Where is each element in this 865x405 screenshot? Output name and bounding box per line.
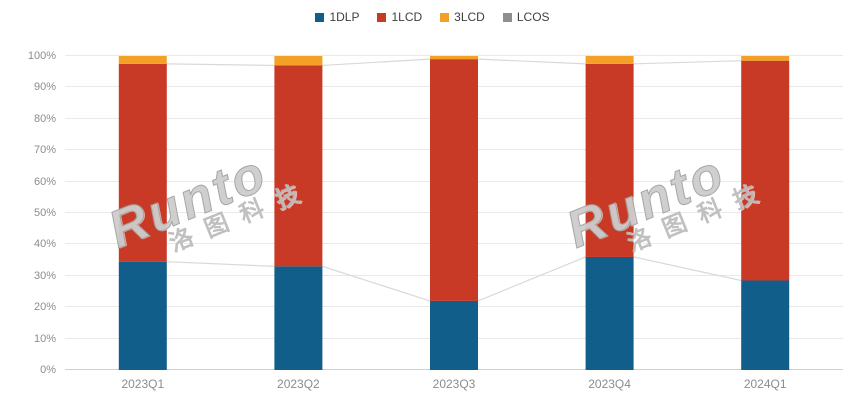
x-label-2023q1: 2023Q1 (121, 377, 165, 391)
bar-segment-3lcd-2023Q4 (585, 56, 634, 64)
y-tick-60%: 60% (33, 175, 56, 188)
x-label-2023q4: 2023Q4 (588, 377, 631, 391)
bar-segment-1lcd-2023Q2 (274, 65, 323, 267)
bar-segment-1dlp-2023Q3 (430, 300, 478, 370)
y-tick-100%: 100% (27, 50, 56, 62)
bar-segment-3lcd-2023Q1 (118, 56, 167, 64)
legend-label-lcos: LCOS (516, 10, 550, 24)
bar-segment-1lcd-2024Q1 (741, 60, 790, 281)
legend-item-lcos: LCOS (502, 10, 550, 24)
bar-segment-1dlp-2023Q1 (118, 261, 167, 370)
series-connector-line (633, 256, 742, 282)
series-connector-line (166, 63, 275, 67)
bar-segment-3lcd-2024Q1 (741, 56, 790, 61)
y-axis-tick-labels: 0% 10% 20% 30% 40% 50% 60% 70% 80% 90% 100% (0, 50, 56, 376)
legend-item-3lcd: 3LCD (440, 10, 485, 24)
legend-swatch-1dlp (315, 12, 325, 22)
series-connector-line (477, 58, 586, 65)
legend-item-1lcd: 1LCD (377, 10, 422, 24)
series-connector-line (322, 58, 431, 67)
legend-swatch-1lcd (377, 12, 387, 22)
x-label-2024q1: 2024Q1 (743, 377, 787, 391)
x-label-2023q2: 2023Q2 (277, 377, 320, 391)
y-tick-40%: 40% (33, 238, 56, 251)
legend-label-1dlp: 1DLP (329, 10, 360, 24)
bars-canvas (65, 55, 843, 370)
y-tick-80%: 80% (33, 112, 56, 125)
series-connector-line (633, 60, 742, 65)
y-tick-0%: 0% (40, 364, 56, 376)
bar-segment-1dlp-2023Q4 (585, 256, 634, 370)
bar-segment-3lcd-2023Q2 (274, 56, 323, 66)
bar-segment-3lcd-2023Q3 (430, 56, 478, 60)
y-tick-10%: 10% (33, 332, 56, 345)
x-axis-tick-labels: 2023Q1 2023Q2 2023Q3 2023Q4 2024Q1 (65, 377, 843, 395)
y-tick-70%: 70% (33, 144, 56, 157)
x-label-2023q3: 2023Q3 (432, 377, 476, 391)
bar-segment-1dlp-2023Q2 (274, 266, 323, 370)
series-connector-line (477, 256, 586, 302)
y-tick-50%: 50% (33, 207, 56, 219)
bar-segment-1lcd-2023Q1 (118, 63, 167, 262)
bar-segment-1lcd-2023Q4 (585, 63, 634, 257)
legend: 1DLP 1LCD 3LCD LCOS (0, 8, 865, 26)
series-connector-line (166, 261, 275, 267)
plot-area (65, 55, 843, 370)
y-tick-20%: 20% (33, 301, 56, 314)
bar-segment-1lcd-2023Q3 (430, 59, 478, 301)
legend-label-3lcd: 3LCD (454, 10, 485, 24)
series-connector-line (322, 265, 431, 302)
bar-segment-1dlp-2024Q1 (741, 280, 790, 370)
legend-swatch-lcos (502, 12, 512, 22)
legend-item-1dlp: 1DLP (315, 10, 359, 24)
legend-label-1lcd: 1LCD (391, 10, 423, 24)
y-tick-30%: 30% (33, 269, 56, 282)
y-tick-90%: 90% (33, 81, 56, 94)
legend-swatch-3lcd (440, 12, 450, 22)
